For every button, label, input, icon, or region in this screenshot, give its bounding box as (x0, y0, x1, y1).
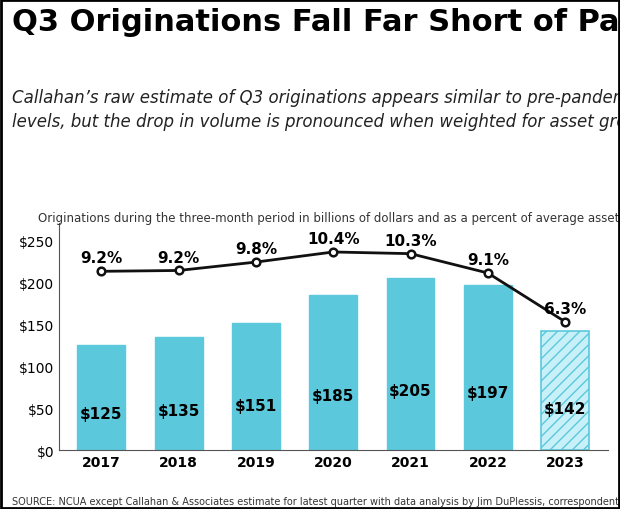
Text: 6.3%: 6.3% (544, 301, 587, 316)
Text: Originations during the three-month period in billions of dollars and as a perce: Originations during the three-month peri… (38, 211, 620, 224)
Text: $125: $125 (80, 406, 123, 421)
Text: 9.2%: 9.2% (157, 250, 200, 265)
Text: Callahan’s raw estimate of Q3 originations appears similar to pre-pandemic
level: Callahan’s raw estimate of Q3 originatio… (12, 89, 620, 131)
Bar (232, 324, 280, 450)
Bar (309, 295, 357, 450)
Text: 9.8%: 9.8% (235, 242, 277, 257)
Text: $197: $197 (467, 385, 509, 400)
Bar (78, 346, 125, 450)
Text: $185: $185 (312, 389, 355, 404)
Text: SOURCE: NCUA except Callahan & Associates estimate for latest quarter with data : SOURCE: NCUA except Callahan & Associate… (12, 496, 620, 506)
Bar (155, 337, 203, 450)
Text: 10.4%: 10.4% (307, 232, 360, 246)
Text: $142: $142 (544, 401, 587, 416)
Text: 9.2%: 9.2% (80, 251, 123, 266)
Text: 9.1%: 9.1% (467, 252, 509, 268)
Text: $135: $135 (157, 403, 200, 418)
Bar (464, 285, 511, 450)
Text: Q3 Originations Fall Far Short of Past: Q3 Originations Fall Far Short of Past (12, 8, 620, 37)
Text: $205: $205 (389, 383, 432, 398)
Text: 10.3%: 10.3% (384, 233, 437, 248)
Bar (541, 331, 589, 450)
Text: $151: $151 (235, 399, 277, 414)
Bar (387, 278, 435, 450)
